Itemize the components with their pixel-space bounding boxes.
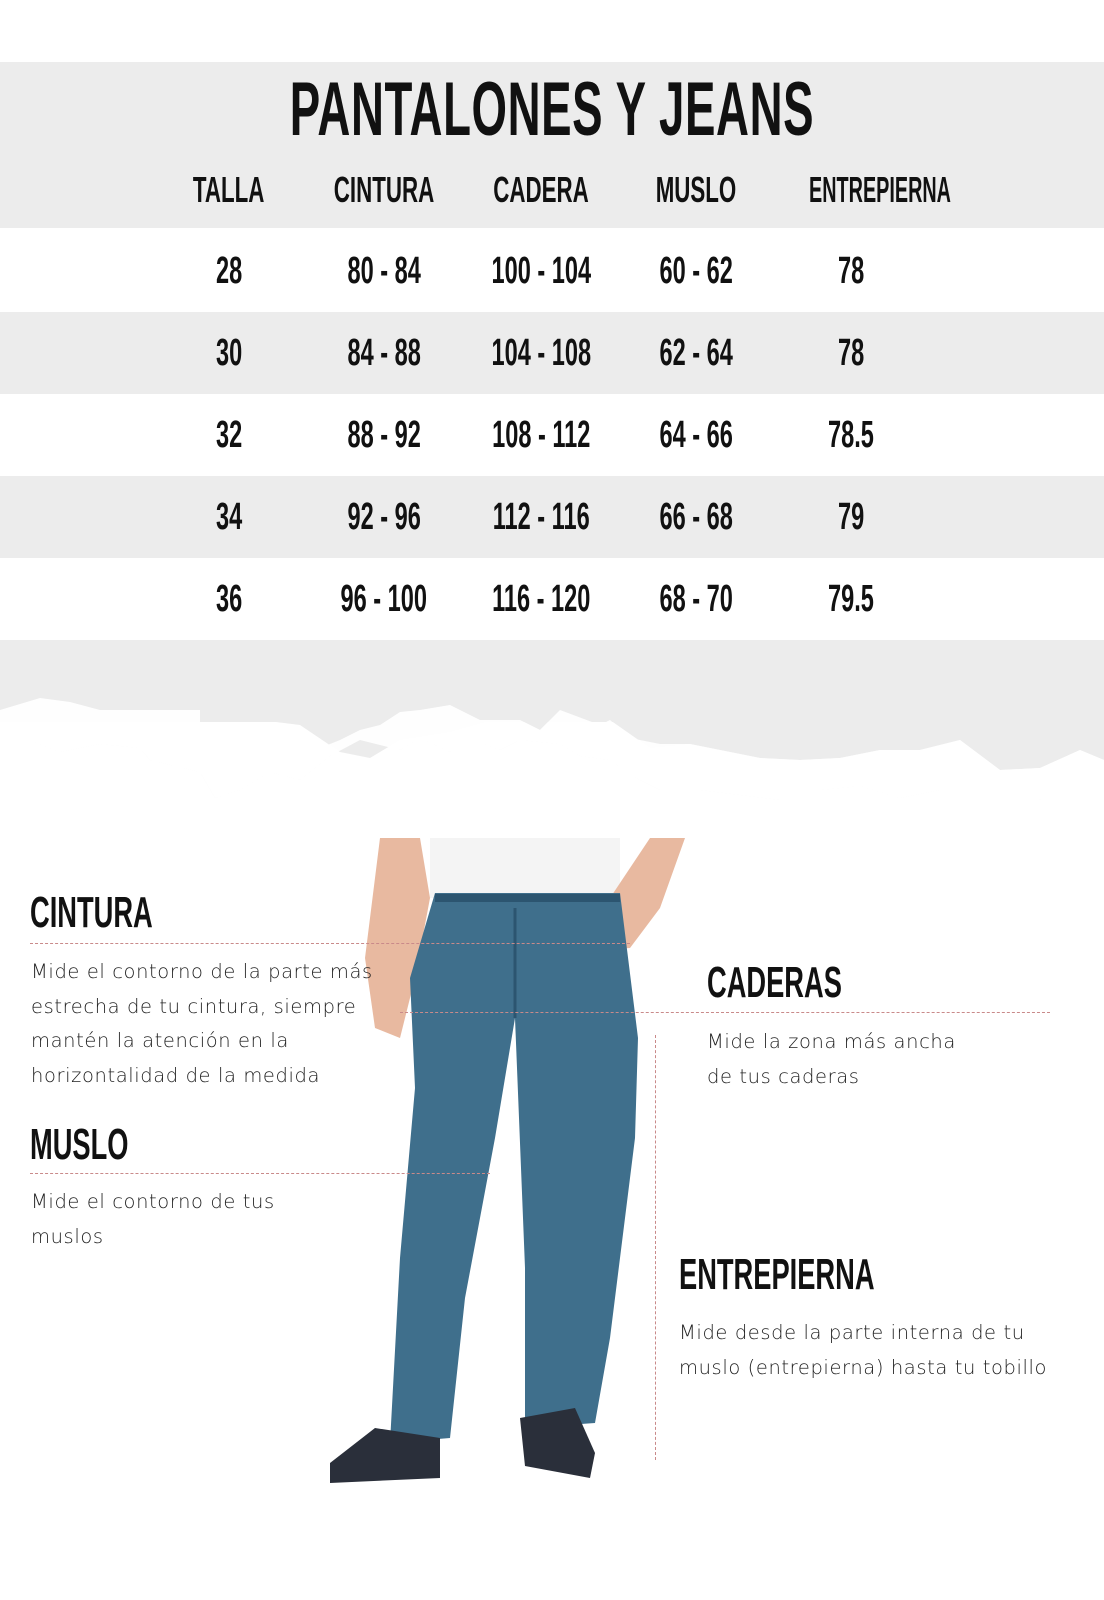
table-cell: 79	[837, 496, 865, 538]
table-cell: 96 - 100	[340, 578, 428, 620]
table-cell: 116 - 120	[491, 578, 591, 620]
jeans-model-illustration	[330, 838, 685, 1483]
table-cell: 28	[215, 250, 243, 292]
entrepierna-description: Mide desde la parte interna de tu muslo (…	[679, 1321, 1048, 1379]
table-row: 36 96 - 100 116 - 120 68 - 70 79.5	[0, 558, 1104, 640]
cintura-description: Mide el contorno de la parte más estrecha…	[31, 960, 373, 1087]
table-cell: 66 - 68	[659, 496, 733, 538]
muslo-guide-line	[30, 1173, 490, 1174]
table-cell: 78	[837, 250, 865, 292]
table-cell: 60 - 62	[659, 250, 733, 292]
muslo-description: Mide el contorno de tus muslos	[31, 1190, 275, 1248]
table-cell: 108 - 112	[491, 414, 591, 456]
col-header: CADERA	[493, 169, 589, 210]
torn-paper-edge	[0, 640, 1104, 840]
table-row: 34 92 - 96 112 - 116 66 - 68 79	[0, 476, 1104, 558]
table-cell: 68 - 70	[659, 578, 733, 620]
table-cell: 112 - 116	[492, 496, 590, 538]
col-header: MUSLO	[655, 169, 737, 210]
col-header: ENTREPIERNA	[809, 169, 951, 210]
table-row: 32 88 - 92 108 - 112 64 - 66 78.5	[0, 394, 1104, 476]
table-cell: 80 - 84	[347, 250, 421, 292]
table-cell: 88 - 92	[347, 414, 421, 456]
entrepierna-guide-line	[655, 1035, 656, 1460]
table-cell: 78	[837, 332, 865, 374]
cintura-guide-line	[30, 943, 630, 944]
table-row: 30 84 - 88 104 - 108 62 - 64 78	[0, 312, 1104, 394]
table-cell: 78.5	[828, 414, 874, 456]
table-cell: 62 - 64	[659, 332, 733, 374]
table-header: TALLA CINTURA CADERA MUSLO ENTREPIERNA	[0, 158, 1104, 240]
table-cell: 79.5	[828, 578, 874, 620]
muslo-heading: MUSLO	[30, 1120, 129, 1169]
table-row: 28 80 - 84 100 - 104 60 - 62 78	[0, 230, 1104, 312]
page-title: PANTALONES Y JEANS	[289, 67, 815, 152]
caderas-description: Mide la zona más ancha de tus caderas	[707, 1030, 956, 1088]
entrepierna-heading: ENTREPIERNA	[679, 1250, 875, 1299]
table-cell: 36	[215, 578, 243, 620]
table-cell: 32	[215, 414, 243, 456]
caderas-heading: CADERAS	[707, 958, 842, 1007]
caderas-guide-line	[400, 1012, 1050, 1013]
table-cell: 34	[215, 496, 243, 538]
cintura-heading: CINTURA	[30, 888, 153, 937]
col-header: TALLA	[193, 169, 265, 210]
table-cell: 92 - 96	[347, 496, 421, 538]
table-cell: 104 - 108	[491, 332, 591, 374]
table-cell: 100 - 104	[491, 250, 591, 292]
col-header: CINTURA	[333, 169, 435, 210]
table-cell: 84 - 88	[347, 332, 421, 374]
header-band	[0, 62, 1104, 228]
table-cell: 64 - 66	[659, 414, 733, 456]
table-cell: 30	[215, 332, 243, 374]
